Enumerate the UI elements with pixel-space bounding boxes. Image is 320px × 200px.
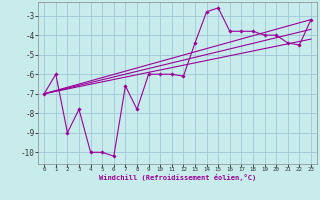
X-axis label: Windchill (Refroidissement éolien,°C): Windchill (Refroidissement éolien,°C) bbox=[99, 174, 256, 181]
